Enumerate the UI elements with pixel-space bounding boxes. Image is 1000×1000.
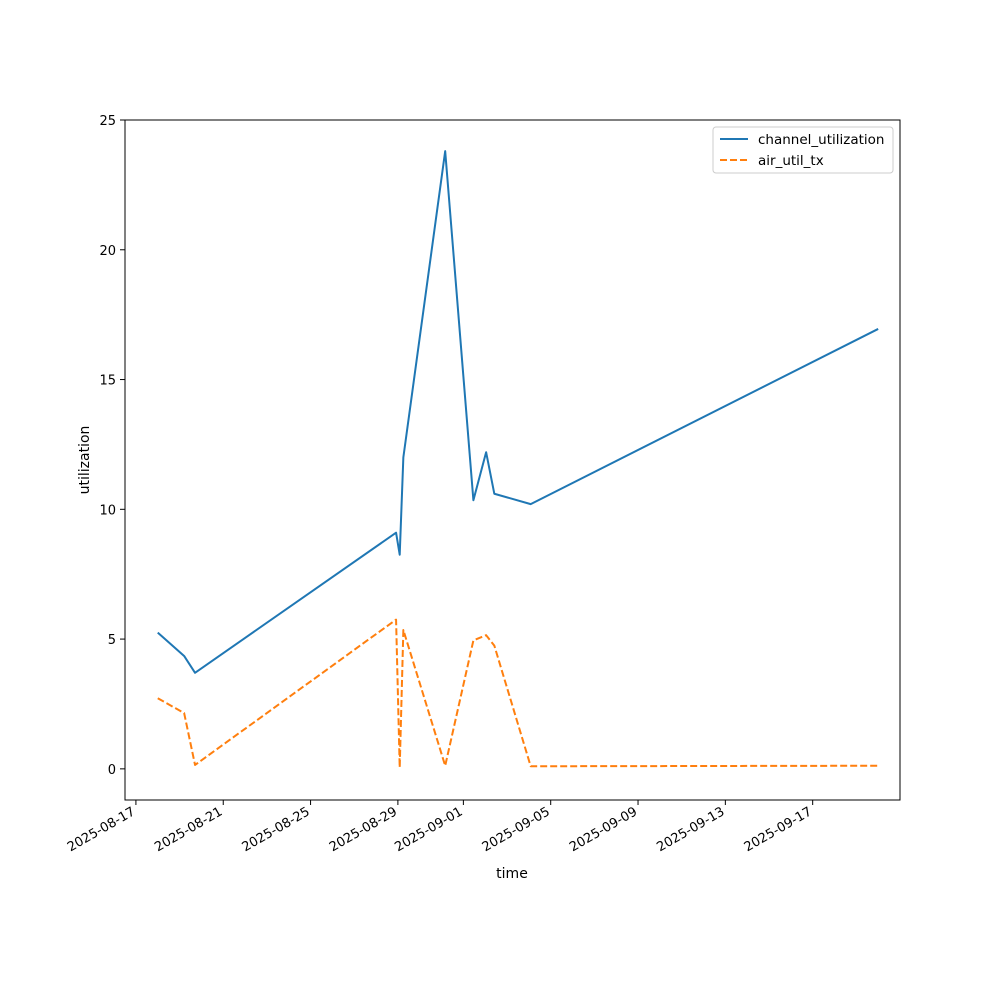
y-tick-label: 20 <box>99 244 116 259</box>
y-axis: 0 5 10 15 20 25 <box>99 114 125 778</box>
legend-label-air-util-tx: air_util_tx <box>758 153 824 169</box>
y-tick-label: 0 <box>108 763 116 778</box>
legend-label-channel-utilization: channel_utilization <box>758 132 885 148</box>
series-layer <box>157 150 879 769</box>
legend-frame <box>712 126 894 174</box>
x-axis-label: time <box>496 866 528 882</box>
legend: channel_utilization air_util_tx <box>712 126 894 174</box>
y-tick-label: 10 <box>99 503 116 518</box>
y-tick-label: 25 <box>99 114 116 129</box>
series-line-air-util-tx <box>157 618 879 769</box>
y-tick-label: 15 <box>99 374 116 389</box>
y-axis-label: utilization <box>77 426 93 495</box>
series-line-channel-utilization <box>157 150 879 674</box>
plot-frame <box>124 119 901 801</box>
y-tick-label: 5 <box>108 633 116 648</box>
